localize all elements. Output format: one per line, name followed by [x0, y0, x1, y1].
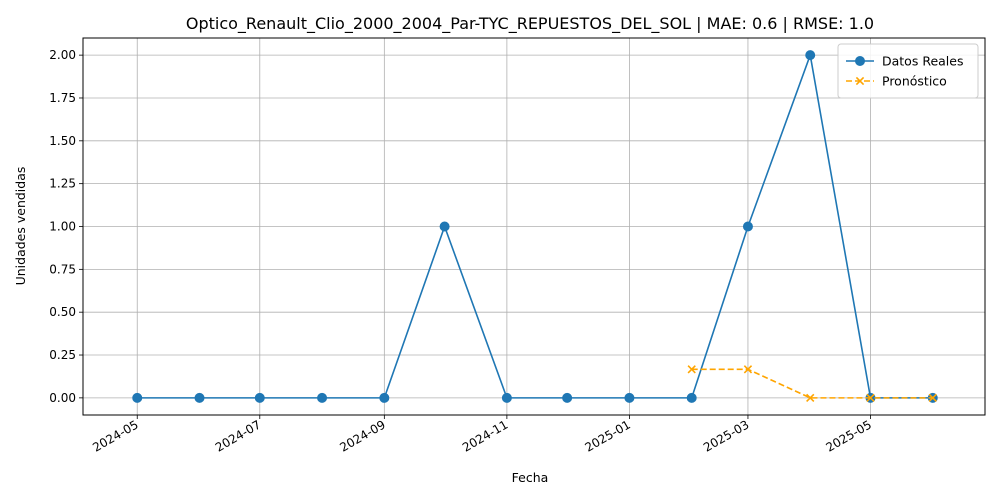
- y-tick-label: 1.25: [49, 177, 76, 191]
- data-point: [439, 221, 450, 232]
- legend-swatch-marker: [855, 56, 865, 66]
- data-point: [806, 393, 815, 403]
- y-axis-label: Unidades vendidas: [13, 167, 28, 286]
- series-pronostico: [687, 365, 937, 403]
- data-point: [742, 221, 753, 232]
- data-point: [624, 392, 635, 403]
- legend-entry-label: Pronóstico: [882, 74, 947, 89]
- data-point: [562, 392, 573, 403]
- y-axis-ticks: 0.00 0.25 0.50 0.75 1.00 1.25 1.50 1.75 2.00: [49, 48, 83, 405]
- data-point: [194, 392, 205, 403]
- y-tick-label: 0.25: [49, 348, 76, 362]
- y-tick-label: 1.75: [49, 91, 76, 105]
- series-line: [691, 368, 933, 399]
- data-point: [254, 392, 265, 403]
- legend-entry-label: Datos Reales: [882, 54, 963, 69]
- data-point: [501, 392, 512, 403]
- y-tick-label: 0.00: [49, 391, 76, 405]
- series-line: [137, 52, 933, 399]
- data-point: [379, 392, 390, 403]
- data-point: [743, 365, 753, 374]
- x-axis-label: Fecha: [512, 470, 549, 485]
- legend: Datos Reales Pronóstico: [837, 43, 979, 99]
- data-point: [866, 393, 875, 403]
- data-point: [687, 365, 696, 374]
- chart-title: Optico_Renault_Clio_2000_2004_Par-TYC_RE…: [186, 14, 874, 34]
- y-tick-label: 1.50: [49, 134, 76, 148]
- data-point: [317, 392, 328, 403]
- data-point: [686, 392, 697, 403]
- legend-box: [837, 43, 979, 99]
- data-point: [132, 392, 143, 403]
- series-layer: [132, 50, 938, 403]
- data-point: [928, 393, 937, 403]
- y-tick-label: 1.00: [49, 220, 76, 234]
- data-point: [805, 50, 816, 61]
- y-tick-label: 2.00: [49, 48, 76, 62]
- y-tick-label: 0.75: [49, 262, 76, 276]
- legend-swatch-marker: [855, 76, 865, 86]
- y-tick-label: 0.50: [49, 305, 76, 319]
